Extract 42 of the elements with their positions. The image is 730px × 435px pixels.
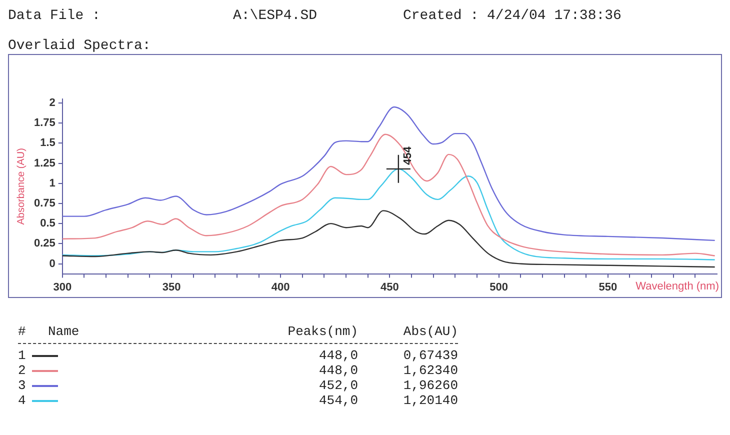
text: 1,20140 (402, 393, 458, 408)
text: 452,0 (318, 378, 358, 393)
y-tick-label: 0.25 (34, 238, 56, 250)
y-tick-label: 1.25 (34, 157, 56, 170)
line-series (62, 168, 716, 260)
y-tick-label: 0.5 (40, 218, 56, 230)
x-tick-label: 450 (380, 281, 399, 294)
text: Created : 4/24/04 17:38:36 (403, 8, 622, 24)
legend-label: 4 (18, 393, 27, 408)
text: A:\ESP4.SD (233, 8, 318, 24)
legend-label: 3 (18, 378, 27, 393)
text: 0,67439 (402, 348, 458, 363)
x-tick-label: 350 (162, 281, 181, 294)
y-axis-title: Absorbance (AU) (16, 148, 27, 225)
y-tick-label: 1.75 (34, 117, 56, 130)
chart-title: Overlaid Spectra: (8, 38, 152, 54)
text: 1,62340 (402, 363, 458, 378)
x-tick-label: 300 (53, 281, 72, 294)
y-tick-label: 0.75 (34, 198, 56, 210)
text: # (18, 324, 27, 339)
text: 1,96260 (402, 378, 458, 393)
annotation: 454 (402, 146, 414, 165)
line-series (62, 210, 716, 268)
x-tick-label: 550 (598, 281, 618, 294)
legend-label: 2 (18, 363, 27, 378)
text: 448,0 (318, 363, 358, 378)
text: 448,0 (318, 348, 358, 363)
x-tick-label: 500 (490, 281, 508, 294)
line-series (62, 134, 716, 256)
line-series (62, 106, 716, 242)
text: Peaks(nm) (286, 324, 358, 339)
text: Name (48, 324, 80, 339)
y-tick-label: 0 (49, 258, 56, 270)
text: 454,0 (318, 393, 358, 408)
x-tick-label: 400 (271, 281, 290, 294)
text: Data File : (8, 8, 102, 24)
y-tick-label: 1 (49, 177, 56, 190)
x-axis-title: Wavelength (nm) (636, 280, 719, 293)
legend-label: 1 (18, 348, 27, 363)
y-tick-label: 2 (49, 97, 56, 110)
y-tick-label: 1.5 (40, 137, 56, 150)
text: Abs(AU) (402, 324, 458, 339)
